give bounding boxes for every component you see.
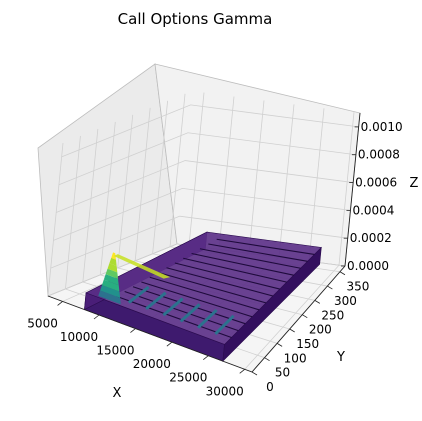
z-grid-line (53, 187, 351, 241)
surface-ridge-line (132, 286, 246, 325)
y-tick-label: 50 (275, 366, 290, 380)
peak-segment (101, 279, 120, 292)
y-tick-mark (251, 371, 258, 376)
surface-ridge-line (199, 248, 301, 269)
surface-bump (197, 309, 218, 329)
y-tick-label: 150 (296, 337, 319, 351)
surface-ridge-line (124, 291, 239, 332)
peak-segment (100, 285, 121, 298)
z-tick-label: 0.0002 (350, 231, 392, 245)
peak-segment (103, 274, 119, 286)
x-tick-label: 25000 (169, 371, 207, 385)
axes (47, 112, 361, 373)
surface-ridge-line (183, 257, 287, 283)
x-tick-mark (166, 341, 173, 347)
peak-segment (111, 252, 116, 260)
surface-ridge-line (157, 271, 267, 304)
z-tick-label: 0.0008 (358, 148, 400, 162)
peak-segment (98, 290, 121, 305)
surface-ridge-line (149, 276, 260, 311)
x-tick-label: 15000 (96, 344, 134, 358)
z-grid-line (58, 132, 356, 186)
y-axis-line (251, 265, 346, 373)
surface-bump (145, 291, 167, 311)
x-tick-label: 30000 (206, 384, 244, 398)
surface-top-face (85, 231, 322, 345)
surface-bump (127, 285, 150, 304)
z-grid-line (56, 160, 354, 213)
y-tick-mark (327, 285, 333, 290)
peak-segment (107, 263, 118, 273)
z-tick-label: 0.0004 (352, 203, 394, 217)
z-tick-label: 0.0010 (361, 120, 403, 134)
peak-ridge (113, 254, 171, 279)
surface-ridge-line (141, 281, 253, 318)
y-tick-label: 0 (266, 380, 274, 394)
y-tick-mark (314, 300, 321, 304)
x-axis-line (47, 295, 253, 373)
y-tick-label: 300 (334, 294, 357, 308)
surface-ridge-line (166, 267, 274, 297)
x-tick-mark (130, 328, 136, 333)
x-tick-mark (239, 368, 245, 374)
x-tick-mark (57, 301, 63, 306)
x-tick-label: 10000 (60, 330, 98, 344)
y-tick-label: 100 (284, 351, 307, 365)
x-axis-label: X (113, 386, 122, 401)
y-tick-mark (264, 357, 270, 362)
y-tick-mark (302, 314, 308, 319)
peak-segment (105, 268, 119, 279)
z-axis-label: Z (410, 176, 419, 191)
surface-ridge-line (174, 262, 280, 290)
x-tick-label: 20000 (133, 357, 171, 371)
y-tick-mark (289, 328, 295, 333)
y-tick-mark (276, 343, 283, 347)
x-tick-label: 5000 (27, 316, 58, 330)
z-grid-line (61, 104, 359, 158)
z-tick-label: 0.0000 (347, 259, 389, 273)
surface-ridge-line (208, 243, 308, 262)
surface-bump (179, 303, 201, 323)
peak-segment (109, 257, 117, 266)
surface-ridge-line (116, 295, 232, 339)
surface-ridge-line (216, 238, 315, 255)
z-grid-line (50, 215, 348, 269)
x-tick-mark (93, 314, 100, 320)
gamma-surface (84, 231, 322, 362)
chart-title: Call Options Gamma (118, 10, 273, 28)
z-axis-line (344, 112, 361, 267)
y-axis-label: Y (336, 350, 345, 365)
surface-bump (214, 314, 235, 335)
surface-ridge-line (191, 252, 294, 276)
y-tick-label: 350 (347, 280, 370, 294)
z-tick-label: 0.0006 (355, 176, 397, 190)
y-tick-label: 250 (321, 308, 344, 322)
x-tick-mark (203, 355, 209, 361)
y-tick-mark (339, 271, 346, 276)
y-tick-label: 200 (309, 323, 332, 337)
surface-bump (162, 297, 184, 317)
